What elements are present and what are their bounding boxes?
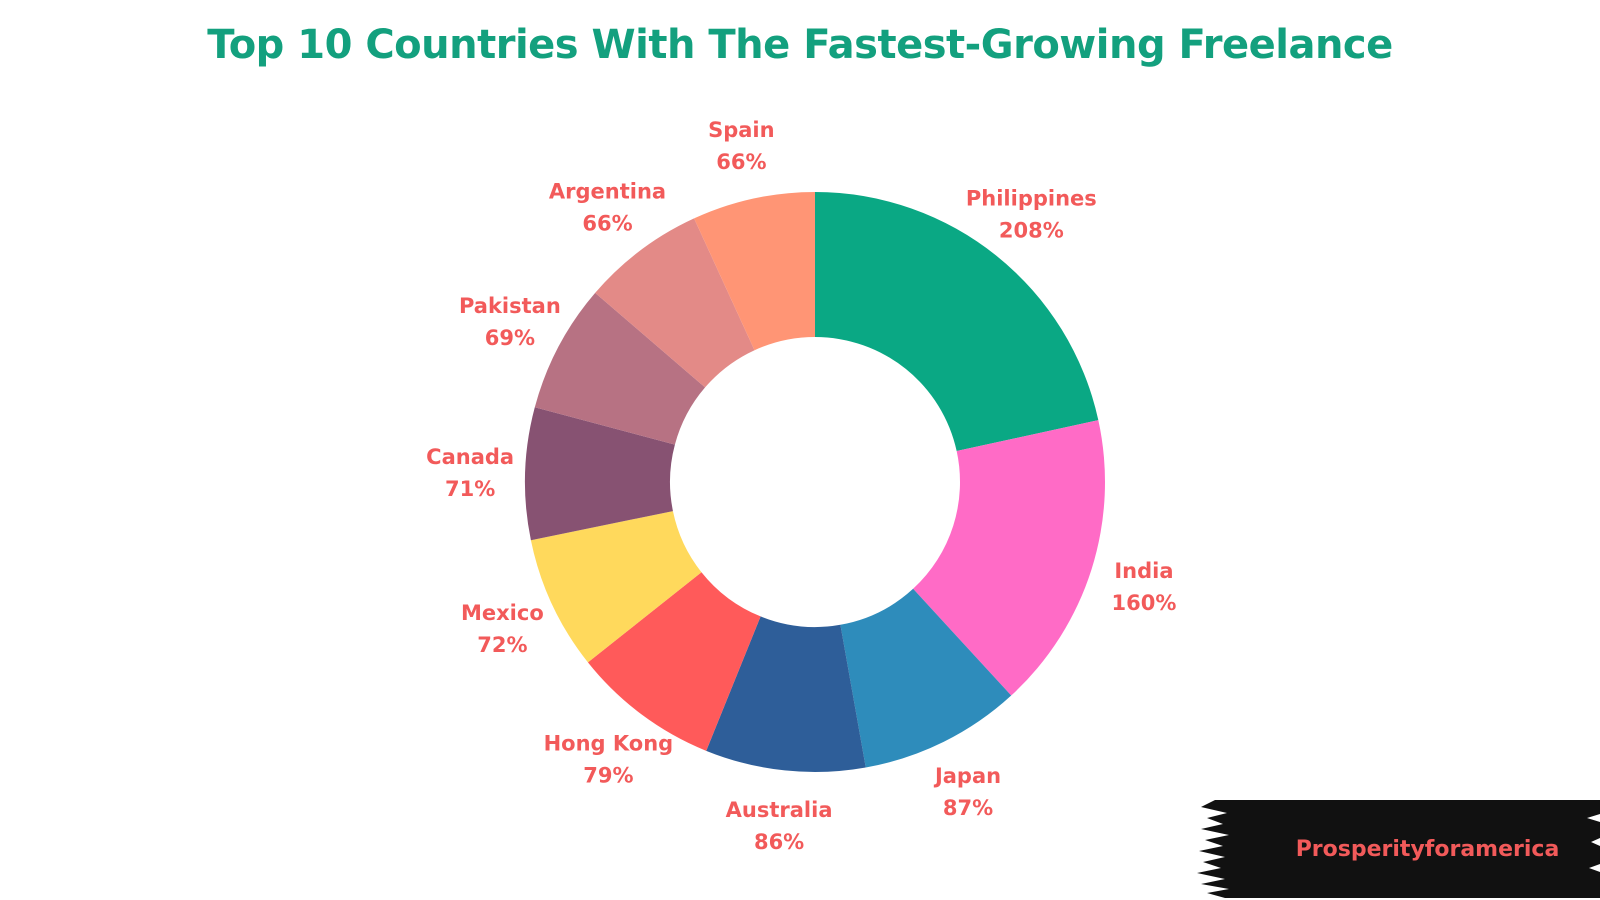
slice-hong-kong: [587, 572, 761, 751]
slice-label-spain: Spain 66%: [708, 118, 774, 174]
slice-value-mexico: 72%: [477, 633, 527, 657]
slice-india: [913, 420, 1105, 696]
chart-title: Top 10 Countries With The Fastest-Growin…: [207, 22, 1393, 68]
slice-value-argentina: 66%: [582, 211, 632, 235]
slice-country-hong-kong: Hong Kong: [544, 731, 674, 755]
slice-value-canada: 71%: [445, 477, 495, 501]
slice-label-pakistan: Pakistan 69%: [459, 294, 561, 350]
slice-label-japan: Japan 87%: [933, 764, 1001, 820]
slice-country-india: India: [1114, 559, 1173, 583]
slice-label-canada: Canada 71%: [426, 445, 514, 501]
slice-country-pakistan: Pakistan: [459, 294, 561, 318]
brush-stroke-background: [1197, 800, 1600, 898]
slice-label-hong-kong: Hong Kong 79%: [544, 731, 674, 787]
slice-country-mexico: Mexico: [461, 601, 544, 625]
donut-labels: Philippines 208% India 160% Japan 87% Australi…: [426, 118, 1176, 854]
slice-label-argentina: Argentina 66%: [549, 179, 666, 235]
slice-value-japan: 87%: [943, 796, 993, 820]
slice-label-mexico: Mexico 72%: [461, 601, 544, 657]
slice-australia: [706, 616, 866, 772]
slice-pakistan: [534, 292, 706, 445]
slice-mexico: [530, 511, 702, 663]
slice-japan: [840, 588, 1012, 768]
slice-value-australia: 86%: [754, 830, 804, 854]
slice-value-india: 160%: [1111, 591, 1176, 615]
slice-label-philippines: Philippines 208%: [966, 186, 1097, 242]
slice-country-philippines: Philippines: [966, 186, 1097, 210]
slice-country-spain: Spain: [708, 118, 774, 142]
slice-value-hong-kong: 79%: [583, 763, 633, 787]
slice-spain: [694, 192, 815, 351]
slice-label-india: India 160%: [1111, 559, 1176, 615]
slice-country-japan: Japan: [933, 764, 1001, 788]
slice-canada: [525, 407, 675, 541]
slice-label-australia: Australia 86%: [726, 798, 833, 854]
donut-slices: [525, 192, 1105, 772]
slice-value-philippines: 208%: [999, 218, 1064, 242]
slice-value-spain: 66%: [716, 150, 766, 174]
slice-country-canada: Canada: [426, 445, 514, 469]
slice-country-argentina: Argentina: [549, 179, 666, 203]
watermark-badge: Prosperityforamerica: [1195, 798, 1600, 900]
slice-philippines: [815, 192, 1099, 452]
slice-value-pakistan: 69%: [485, 326, 535, 350]
watermark-text: Prosperityforamerica: [1295, 836, 1560, 862]
slice-argentina: [595, 218, 755, 388]
slice-country-australia: Australia: [726, 798, 833, 822]
